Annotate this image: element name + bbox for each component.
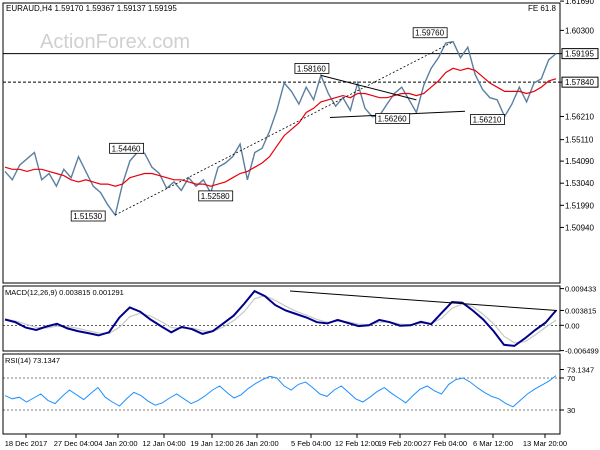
watermark-text: ActionForex.com: [40, 31, 190, 53]
x-axis-label: 13 Mar 20:00: [523, 439, 567, 448]
price-axis-label: 1.50940: [565, 223, 594, 232]
price-data-label: 1.56210: [473, 115, 502, 124]
rsi-axis-label: 30: [567, 406, 575, 415]
x-axis-label: 12 Feb 12:00: [335, 439, 379, 448]
price-data-label: 1.59760: [415, 29, 444, 38]
price-axis-label: 1.54090: [565, 157, 594, 166]
price-label-box: [198, 190, 234, 202]
x-axis-label: 18 Dec 2017: [5, 439, 48, 448]
macd-title: MACD(12,26,9) 0.003815 0.001291: [5, 288, 124, 297]
price-axis-label: 1.57840: [565, 78, 594, 87]
price-label-box: [375, 113, 411, 124]
macd-axis-label: -0.006499: [565, 347, 599, 356]
x-axis-label: 4 Jan 20:00: [98, 439, 137, 448]
price-panel-frame: [2, 2, 561, 284]
rsi-line: [4, 375, 557, 408]
chart-header-ohlc: EURAUD,H4 1.59170 1.59367 1.59137 1.5919…: [6, 4, 177, 13]
price-data-label: 1.56260: [378, 114, 407, 123]
uptrend-line: [115, 41, 454, 216]
macd-axis-label: 0.009433: [565, 285, 596, 294]
x-axis-label: 12 Jan 04:00: [142, 439, 185, 448]
price-axis-label: 1.60300: [565, 26, 594, 35]
x-axis-label: 6 Mar 12:00: [473, 439, 513, 448]
price-axis-label: 1.56210: [565, 112, 594, 121]
price-label-box: [70, 210, 106, 222]
x-axis-label: 27 Dec 04:00: [54, 439, 99, 448]
price-data-label: 1.54460: [112, 144, 141, 153]
price-series-line: [4, 40, 557, 217]
price-data-label: 1.52580: [201, 192, 230, 201]
price-data-label: 1.58160: [297, 64, 326, 73]
macd-divergence-line: [289, 290, 558, 312]
triangle-upper-line: [320, 74, 417, 101]
rsi-axis-label: 70: [567, 374, 575, 383]
macd-panel-frame: [2, 285, 561, 352]
x-axis-label: 19 Feb 20:00: [378, 439, 422, 448]
moving-average-line: [4, 67, 557, 187]
price-label-box: [294, 63, 330, 74]
rsi-panel-frame: [2, 353, 561, 435]
x-axis-label: 26 Jan 20:00: [235, 439, 278, 448]
x-axis-label: 27 Feb 04:00: [423, 439, 467, 448]
price-label-box: [109, 142, 144, 154]
fib-level-label: FE 61.8: [528, 4, 557, 13]
rsi-title: RSI(14) 73.1347: [5, 356, 60, 365]
price-axis-label: 1.55110: [565, 136, 594, 145]
macd-axis-label: 0.00: [565, 321, 580, 330]
x-axis-label: 19 Jan 12:00: [190, 439, 233, 448]
x-axis-label: 5 Feb 04:00: [291, 439, 331, 448]
price-label-box: [470, 114, 505, 125]
price-level-box: [561, 76, 599, 88]
price-level-box: [561, 48, 599, 60]
price-axis-label: 1.59195: [565, 50, 594, 59]
price-label-box: [412, 27, 448, 39]
rsi-axis-label: 73.1347: [567, 365, 594, 374]
price-axis-label: 1.51990: [565, 201, 594, 210]
price-data-label: 1.51530: [73, 212, 102, 221]
price-axis-label: 1.61690: [565, 0, 594, 6]
macd-axis-label: 0.003815: [565, 306, 596, 315]
price-axis-label: 1.53040: [565, 179, 594, 188]
